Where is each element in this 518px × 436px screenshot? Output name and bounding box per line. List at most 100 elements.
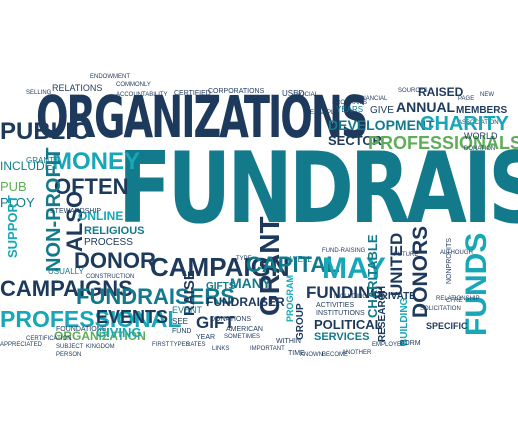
word-year: YEAR <box>196 334 216 341</box>
word-grants: GRANTS <box>26 156 60 165</box>
word-appreciated: APPRECIATED <box>0 342 42 348</box>
word-social: SOCIAL <box>296 92 319 98</box>
word-donor: DONOR <box>74 248 156 273</box>
word-event: EVENT <box>172 305 203 315</box>
word-institutions: INSTITUTIONS <box>316 310 365 317</box>
word-solicitation: SOLICITATION <box>420 306 461 312</box>
word-activities: ACTIVITIES <box>316 302 355 309</box>
word-fund-raising: FUND-RAISING <box>322 248 366 254</box>
word-private: PRIVATE <box>374 291 416 302</box>
word-construction: CONSTRUCTION <box>86 274 135 280</box>
word-types: TYPES <box>170 342 190 348</box>
word-known: KNOWN <box>300 352 323 358</box>
word-often: OFTEN <box>54 174 129 199</box>
word-group: GROUP <box>295 303 306 340</box>
word-events: EVENTS <box>96 307 169 327</box>
word-money: MONEY <box>52 148 141 175</box>
word-donations: DONATIONS <box>210 316 252 323</box>
word-although: ALTHOUGH <box>440 250 473 256</box>
word-raised: RAISED <box>418 85 464 99</box>
word-fund: FUND <box>172 328 192 335</box>
word-used: USED <box>282 89 305 98</box>
word-first: FIRST <box>152 342 170 348</box>
word-person: PERSON <box>56 352 82 358</box>
word-relations: RELATIONS <box>52 83 103 93</box>
word-gifts: GIFTS <box>206 281 236 292</box>
word-specific: SPECIFIC <box>426 321 468 331</box>
word-process: PROCESS <box>84 237 133 248</box>
word-fundraising: FUNDRAISING <box>118 132 518 246</box>
word-professional: PROFESSIONAL <box>0 306 182 332</box>
word-association: ASSOCIATION <box>458 120 499 126</box>
word-charity: CHARITY <box>420 113 509 135</box>
word-give: GIVE <box>370 105 394 116</box>
word-capital: CAPITAL <box>246 252 340 277</box>
word-years: YEARS <box>336 105 364 114</box>
word-including: INCLUDING <box>334 294 368 300</box>
word-program: PROGRAM <box>285 275 295 322</box>
word-certified: CERTIFIED <box>174 90 211 97</box>
word-members: MEMBERS <box>456 105 508 116</box>
word-giving: GIVING <box>96 325 142 340</box>
word-new: NEW <box>480 92 494 98</box>
word-corporations: CORPORATIONS <box>208 88 265 95</box>
word-pub: PUB <box>0 179 27 194</box>
word-cfre: CFRE <box>446 298 463 304</box>
word-development: DEVELOPMENT <box>328 117 435 133</box>
word-subject: SUBJECT <box>56 344 84 350</box>
word-page: PAGE <box>458 96 475 102</box>
word-public: PUBLIC <box>0 118 90 145</box>
word-world: WORLD <box>464 131 498 141</box>
word-fundraiser: FUNDRAISER <box>206 295 285 309</box>
word-commonly: COMMONLY <box>116 82 151 88</box>
word-professionals: PROFESSIONALS <box>368 133 518 153</box>
word-employee: EMPLOYEE <box>372 342 406 348</box>
word-relationship: RELATIONSHIP <box>436 296 480 302</box>
word-form: FORM <box>400 340 421 347</box>
word-type: TYPE <box>236 256 252 262</box>
word-annual: ANNUAL <box>396 99 456 115</box>
word-funding: FUNDING <box>306 283 384 302</box>
word-usually: USUALLY <box>48 267 84 276</box>
word-sources: SOURCES <box>398 88 428 94</box>
word-ploy: PLOY <box>0 195 35 210</box>
word-financial: FINANCIAL <box>356 96 388 102</box>
word-certification: CERTIFICATION <box>26 336 72 342</box>
word-campaigns: CAMPAIGNS <box>0 276 133 301</box>
word-organizations: ORGANIZATIONS <box>36 83 369 151</box>
word-united: UNITED <box>387 232 406 296</box>
word-fundraisers: FUNDRAISERS <box>76 284 235 309</box>
word-stewardship: STEWARDSHIP <box>50 208 102 215</box>
word-become: BECOME <box>322 352 349 358</box>
word-sector: SECTOR <box>328 133 382 148</box>
word-religious: RELIGIOUS <box>84 225 145 237</box>
word-endowment: ENDOWMENT <box>90 74 130 80</box>
word-sometimes: SOMETIMES <box>224 334 261 340</box>
word-support: SUPPORT <box>5 195 20 258</box>
word-american: AMERICAN <box>226 326 263 333</box>
word-online: ONLINE <box>78 209 124 223</box>
word-gift: GIFT <box>196 313 235 332</box>
word-kingdom: KINGDOM <box>86 344 115 350</box>
word-future: FUTURE <box>394 252 419 258</box>
word-see: SEE <box>172 317 189 326</box>
word-organization: ORGANIZATION <box>54 329 146 343</box>
word-campaign: CAMPAIGN <box>150 252 290 282</box>
word-foundations: FOUNDATIONS <box>56 326 107 333</box>
word-may: MAY <box>322 252 386 285</box>
word-nonprofits: NONPROFITS <box>446 238 453 284</box>
word-links: LINKS <box>212 346 230 352</box>
word-accountability: ACCOUNTABILITY <box>116 92 168 98</box>
word-another: ANOTHER <box>342 350 372 356</box>
word-rates: RATES <box>186 342 206 348</box>
word-example: EXAMPLE <box>310 110 339 116</box>
word-well: WELL <box>290 255 312 264</box>
word-time: TIME <box>288 350 305 357</box>
word-within: WITHIN <box>276 338 301 345</box>
word-include: INCLUDE <box>0 159 53 173</box>
word-donation: DONATION <box>464 146 496 152</box>
word-important: IMPORTANT <box>250 346 285 352</box>
word-selling: SELLING <box>26 90 52 96</box>
word-services: SERVICES <box>314 331 370 343</box>
